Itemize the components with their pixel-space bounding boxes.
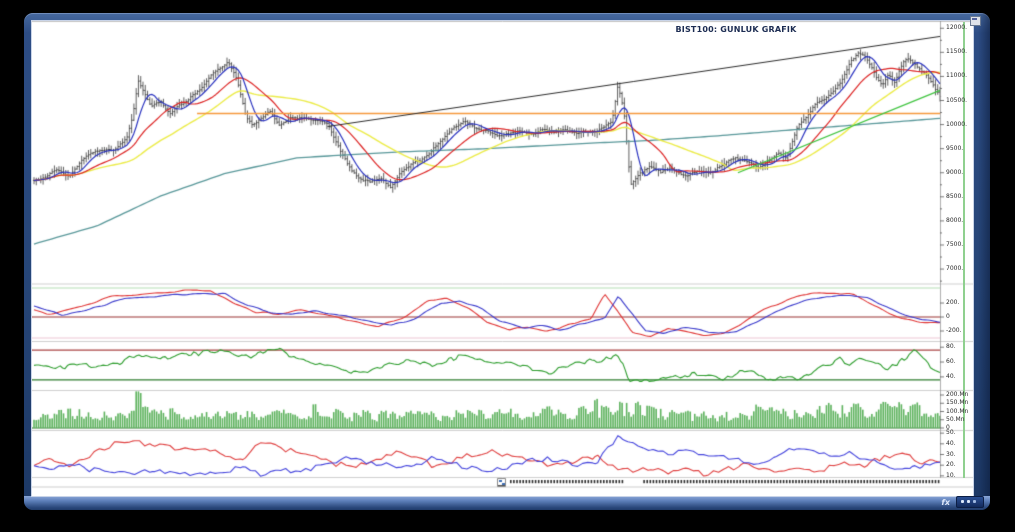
volume-axis-label: 200.Mn bbox=[946, 391, 969, 398]
oscillator2-axis-label: 80. bbox=[946, 343, 956, 351]
volume-axis-label: 150.Mn bbox=[946, 399, 969, 407]
oscillator2-axis-label: 60. bbox=[946, 358, 956, 366]
price-axis-label: 10500. bbox=[946, 96, 967, 104]
price-axis-label: 11500. bbox=[946, 48, 967, 56]
price-axis-label: 12000. bbox=[946, 24, 967, 32]
price-axis-label: 8000. bbox=[946, 216, 964, 224]
volume-axis-label: 0 bbox=[946, 424, 950, 431]
price-axis-label: 10000. bbox=[946, 120, 967, 128]
brand-mark: fx bbox=[941, 498, 950, 507]
price-axis-label: 7000. bbox=[946, 265, 964, 273]
chart-title: BIST100: GUNLUK GRAFIK bbox=[675, 25, 797, 34]
window-control-icon[interactable] bbox=[970, 16, 981, 26]
price-axis-label: 9500. bbox=[946, 144, 964, 152]
price-axis-label: 11000. bbox=[946, 72, 967, 80]
oscillator3-axis-label: 10. bbox=[946, 471, 956, 479]
oscillator3-axis-label: 40. bbox=[946, 439, 956, 447]
volume-axis-label: 50.Mn bbox=[946, 415, 965, 423]
chart-area: BIST100: GUNLUK GRAFIK 12000. 11500. 11000… bbox=[31, 20, 974, 497]
price-axis-label: 8500. bbox=[946, 192, 964, 200]
logo-dot-icon bbox=[973, 500, 976, 503]
logo-dot-icon bbox=[967, 500, 970, 503]
logo-dot-icon bbox=[961, 500, 964, 503]
window-right-border bbox=[978, 13, 990, 510]
right-edge-marker-line bbox=[963, 22, 965, 478]
price-chart-canvas[interactable] bbox=[32, 21, 973, 496]
oscillator3-axis-label: 30. bbox=[946, 450, 956, 458]
oscillator3-axis-label: 50. bbox=[946, 429, 956, 437]
window-bottom-border bbox=[24, 496, 990, 510]
oscillator1-axis-label: 200. bbox=[946, 299, 960, 307]
brand-logo-box bbox=[956, 496, 984, 508]
chart-window: BIST100: GUNLUK GRAFIK 12000. 11500. 11000… bbox=[24, 13, 990, 510]
oscillator3-axis-label: 20. bbox=[946, 461, 956, 469]
oscillator2-axis-label: 40. bbox=[946, 372, 956, 380]
price-axis-label: 7500. bbox=[946, 240, 964, 248]
price-axis-label: 9000. bbox=[946, 168, 964, 176]
volume-axis-label: 100.Mn bbox=[946, 407, 969, 415]
oscillator1-axis-label: -200. bbox=[946, 327, 962, 334]
oscillator1-axis-label: 0 bbox=[946, 313, 950, 321]
